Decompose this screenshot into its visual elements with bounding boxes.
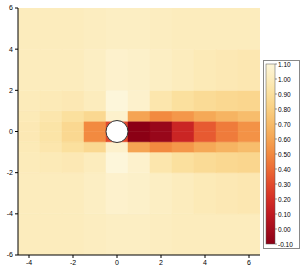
svg-text:0.20: 0.20 xyxy=(278,196,291,203)
svg-text:0.50: 0.50 xyxy=(278,151,291,158)
svg-text:6: 6 xyxy=(247,259,251,266)
svg-text:-0.10: -0.10 xyxy=(278,241,293,248)
svg-text:0.60: 0.60 xyxy=(278,136,291,143)
svg-text:-6: -6 xyxy=(8,251,13,258)
svg-text:-4: -4 xyxy=(26,259,32,266)
svg-text:0.30: 0.30 xyxy=(278,181,291,188)
svg-text:2: 2 xyxy=(9,87,13,94)
svg-text:4: 4 xyxy=(9,46,13,53)
svg-text:-2: -2 xyxy=(70,259,76,266)
svg-text:0: 0 xyxy=(9,128,13,135)
svg-text:0: 0 xyxy=(115,259,119,266)
svg-text:4: 4 xyxy=(203,259,207,266)
svg-text:2: 2 xyxy=(159,259,163,266)
svg-text:-2: -2 xyxy=(8,169,13,176)
svg-text:0.80: 0.80 xyxy=(278,106,291,113)
svg-text:0.70: 0.70 xyxy=(278,121,291,128)
svg-text:0.90: 0.90 xyxy=(278,91,291,98)
svg-text:1.10: 1.10 xyxy=(278,61,291,68)
svg-text:1.00: 1.00 xyxy=(278,76,291,83)
svg-text:0.00: 0.00 xyxy=(278,226,291,233)
svg-text:0.40: 0.40 xyxy=(278,166,291,173)
svg-text:-4: -4 xyxy=(8,210,13,217)
svg-text:6: 6 xyxy=(9,4,13,11)
svg-text:0.10: 0.10 xyxy=(278,211,291,218)
